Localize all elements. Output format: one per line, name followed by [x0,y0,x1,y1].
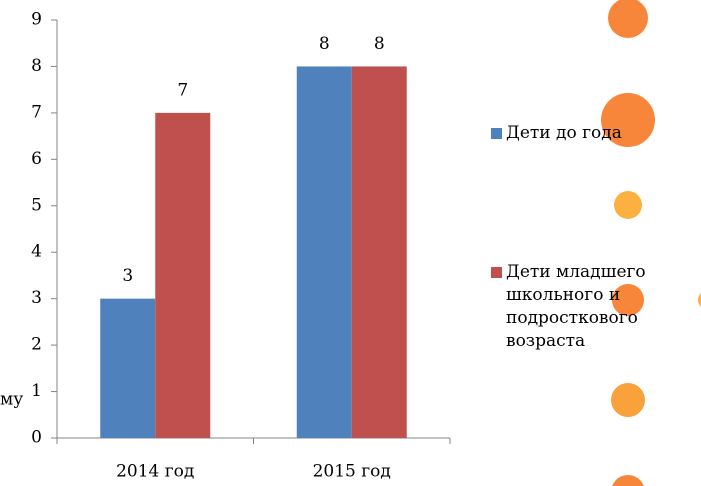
data-label: 8 [319,34,330,54]
y-tick-label: 3 [31,288,42,308]
y-tick-label: 1 [31,381,42,401]
bar [351,66,407,438]
circle [612,475,644,486]
data-label: 7 [177,80,188,100]
decoration [601,0,701,486]
circle [608,0,648,38]
y-tick-label: 6 [31,149,42,169]
circle [614,191,642,219]
data-label: 8 [374,34,385,54]
y-tick-label: 4 [31,242,42,262]
bar [296,66,352,438]
y-tick-label: 5 [31,195,42,215]
y-tick-label: 0 [31,428,42,448]
legend-swatch [491,128,502,139]
x-tick-label: 2014 год [116,462,194,482]
circle [698,293,701,307]
bar [155,112,211,438]
y-tick-label: 8 [31,56,42,76]
circle [601,93,655,147]
bar [100,298,156,438]
legend-label: Дети до года [506,123,622,143]
y-tick-label: 2 [31,335,42,355]
y-tick-label: 7 [31,102,42,122]
annotation: му [0,390,23,410]
y-tick-label: 9 [31,10,42,30]
legend-label: Дети младшего школьного и подросткового … [506,262,646,351]
data-label: 3 [122,266,133,286]
circle [612,284,644,316]
legend-swatch [491,267,502,278]
circle [611,383,645,417]
x-tick-label: 2015 год [313,462,391,482]
